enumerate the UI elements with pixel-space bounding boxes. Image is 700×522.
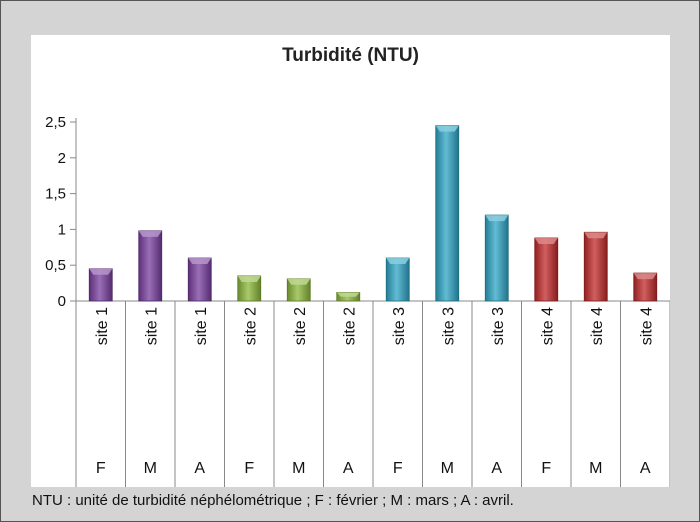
category-label: site 1 bbox=[94, 307, 111, 345]
bar-cap bbox=[188, 258, 212, 265]
month-label: A bbox=[343, 460, 354, 477]
y-tick-label: 2,5 bbox=[45, 114, 66, 131]
month-label: M bbox=[292, 460, 305, 477]
bar bbox=[138, 230, 163, 302]
category-label: site 2 bbox=[242, 307, 259, 345]
bar bbox=[633, 272, 658, 302]
bar bbox=[187, 257, 212, 302]
category-label: site 3 bbox=[391, 307, 408, 345]
bar-chart: 0 0,5 1 1,5 2 2,5 site 1 site 1 site 1 site 2 site… bbox=[45, 114, 670, 487]
y-tick-label: 2 bbox=[58, 150, 66, 167]
bar-cap bbox=[485, 215, 509, 222]
bar-cap bbox=[336, 292, 360, 297]
footnote: NTU : unité de turbidité néphélométrique… bbox=[32, 492, 514, 509]
category-label: site 1 bbox=[143, 307, 160, 345]
month-label: M bbox=[589, 460, 602, 477]
bar-cap bbox=[584, 232, 608, 239]
bar-cap bbox=[435, 125, 459, 132]
y-tick-label: 1 bbox=[58, 221, 66, 238]
bar-cap bbox=[534, 237, 558, 244]
bar bbox=[534, 237, 559, 302]
bar bbox=[435, 125, 460, 302]
chart-title: Turbidité (NTU) bbox=[282, 45, 419, 66]
month-label: F bbox=[244, 460, 254, 477]
bar-cap bbox=[386, 258, 410, 265]
bar bbox=[385, 257, 410, 302]
month-label: M bbox=[441, 460, 454, 477]
plot-panel: 0 0,5 1 1,5 2 2,5 site 1 site 1 site 1 site 2 site… bbox=[31, 35, 670, 487]
category-label: site 3 bbox=[440, 307, 457, 345]
bar-cap bbox=[89, 268, 113, 275]
bar-cap bbox=[633, 273, 657, 280]
category-label: site 4 bbox=[589, 307, 606, 345]
month-label: F bbox=[96, 460, 106, 477]
bar-cap bbox=[237, 275, 261, 282]
bar bbox=[484, 214, 509, 302]
month-label: F bbox=[393, 460, 403, 477]
category-label: site 2 bbox=[292, 307, 309, 345]
month-label: M bbox=[144, 460, 157, 477]
month-label: A bbox=[491, 460, 502, 477]
category-label: site 4 bbox=[638, 307, 655, 345]
y-tick-label: 0 bbox=[58, 293, 66, 310]
bar-cap bbox=[287, 278, 311, 285]
month-label: A bbox=[194, 460, 205, 477]
bar bbox=[583, 231, 608, 302]
bar-cap bbox=[138, 230, 162, 237]
category-label: site 1 bbox=[193, 307, 210, 345]
month-label: A bbox=[640, 460, 651, 477]
y-tick-label: 1,5 bbox=[45, 186, 66, 203]
month-label: F bbox=[541, 460, 551, 477]
category-label: site 2 bbox=[341, 307, 358, 345]
y-tick-label: 0,5 bbox=[45, 257, 66, 274]
category-label: site 3 bbox=[490, 307, 507, 345]
category-label: site 4 bbox=[539, 307, 556, 345]
